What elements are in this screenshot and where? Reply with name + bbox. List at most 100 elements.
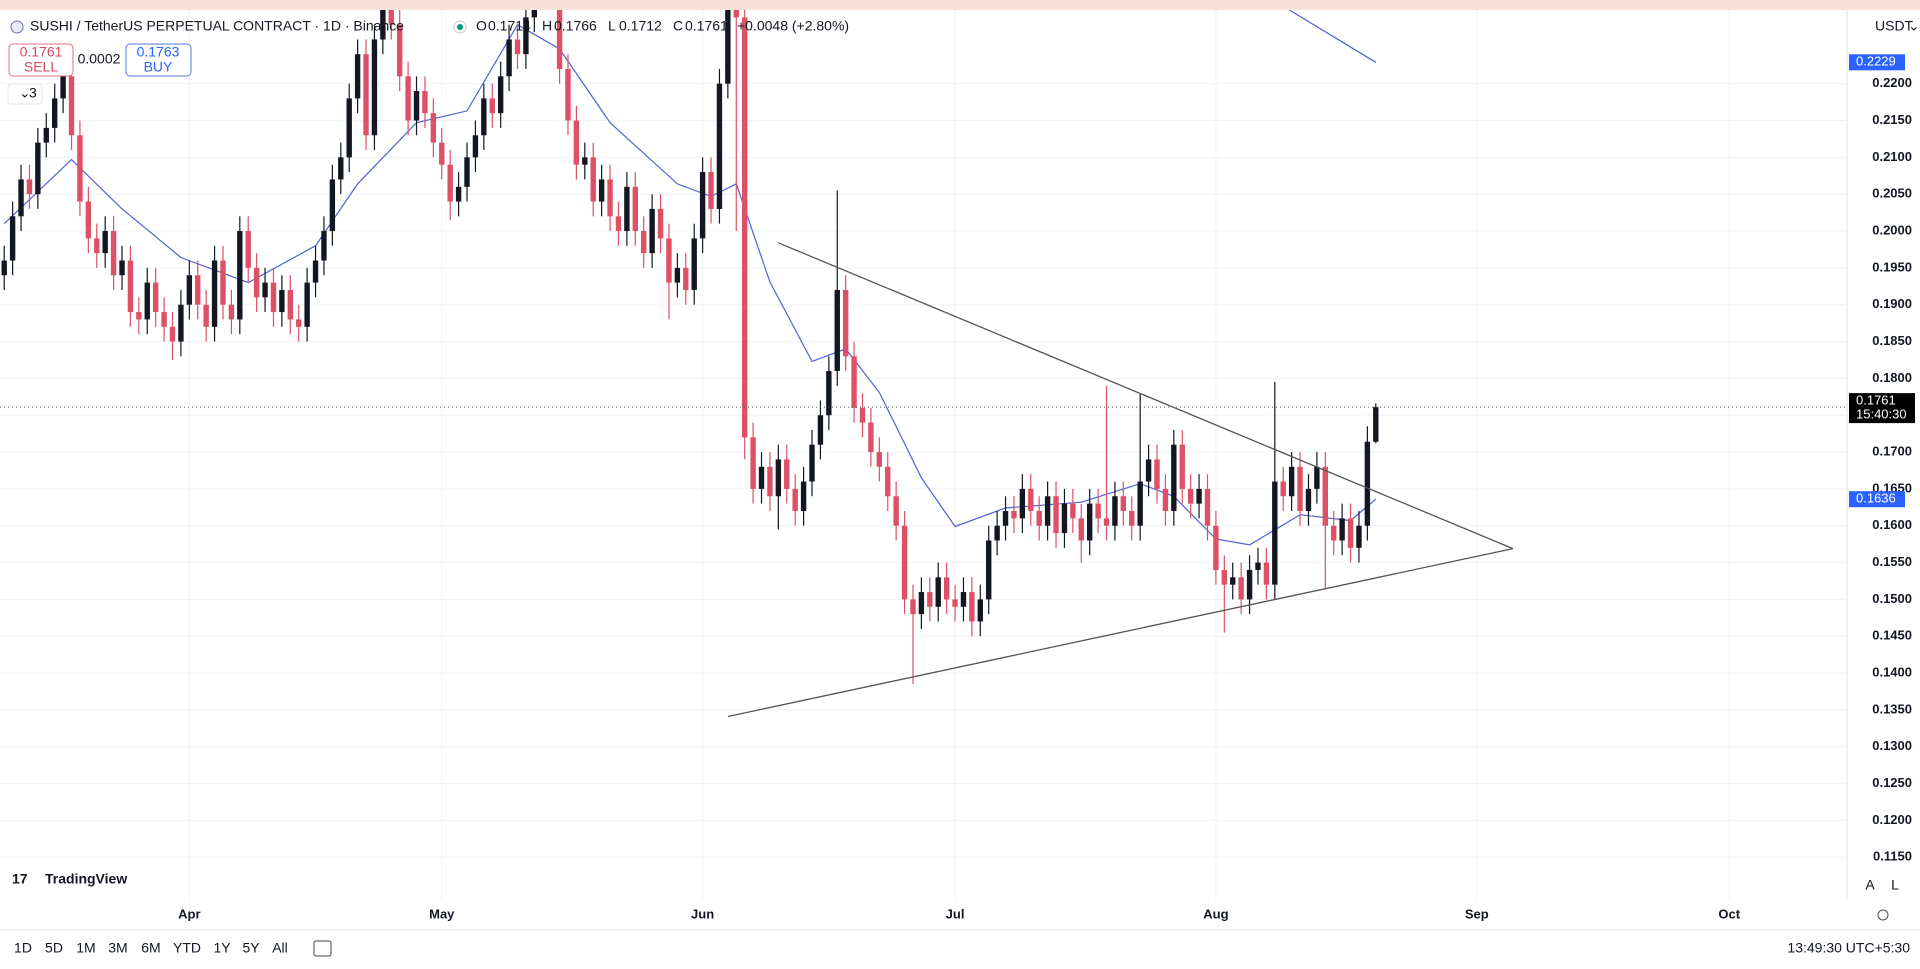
candle-body: [169, 326, 176, 342]
x-tick-label: May: [429, 906, 455, 921]
candle-body: [927, 592, 933, 607]
candle-body: [750, 437, 756, 489]
buy-button[interactable]: [125, 43, 192, 77]
candle-body: [943, 577, 950, 600]
candle-body: [422, 91, 428, 114]
range-button[interactable]: 1Y: [213, 940, 231, 956]
candle-body: [859, 407, 866, 423]
candle-body: [1103, 518, 1110, 526]
symbol-title[interactable]: SUSHI / TetherUS PERPETUAL CONTRACT · 1D…: [30, 18, 404, 34]
candle-body: [287, 289, 293, 320]
range-button[interactable]: 1D: [14, 940, 32, 956]
candle-body: [18, 179, 24, 217]
candle-body: [119, 260, 125, 276]
candle-body: [800, 481, 807, 511]
candle-body: [396, 24, 403, 77]
y-tick-label: 0.2050: [1872, 186, 1912, 201]
last-price-label: 0.1761: [1856, 393, 1896, 408]
candle-body: [60, 76, 66, 99]
candle-body: [1331, 525, 1337, 541]
ma-value-label: 0.2229: [1856, 54, 1896, 69]
y-tick-label: 0.1450: [1872, 628, 1912, 643]
candle-body: [918, 592, 925, 615]
range-button[interactable]: 3M: [108, 940, 127, 956]
sell-price: 0.1761: [20, 44, 63, 60]
ohlc-l: L: [608, 18, 616, 34]
candle-body: [1322, 466, 1328, 526]
candle-body: [1213, 525, 1219, 570]
symbol-icon: [10, 20, 24, 34]
y-tick-label: 0.2200: [1872, 75, 1912, 90]
candle-body: [556, 10, 563, 69]
candle-body: [1246, 569, 1253, 600]
candle-body: [582, 157, 588, 165]
candle-body: [262, 282, 268, 298]
status-dot: [457, 24, 463, 30]
y-tick-label: 0.1350: [1872, 701, 1912, 716]
range-button[interactable]: YTD: [173, 940, 201, 956]
candle-body: [523, 17, 529, 55]
candle-body: [1070, 503, 1076, 519]
candle-body: [1179, 444, 1185, 489]
y-tick-label: 0.1500: [1872, 591, 1912, 606]
candle-body: [380, 10, 386, 40]
ma-value-tag: [1849, 491, 1905, 508]
candle-body: [1263, 562, 1270, 585]
ohlc-h: H: [542, 18, 552, 34]
candle-body: [52, 98, 58, 128]
candle-body: [1162, 488, 1169, 511]
range-button[interactable]: 6M: [141, 940, 160, 956]
candle-body: [161, 312, 167, 327]
ohlc-h-value: 0.1766: [554, 18, 597, 34]
candle-body: [472, 135, 479, 158]
buy-price: 0.1763: [137, 44, 180, 60]
candle-body: [77, 135, 83, 202]
candle-body: [716, 83, 723, 209]
x-tick-label: Sep: [1465, 906, 1489, 921]
ma-value-label: 0.1636: [1856, 491, 1896, 506]
spread: 0.0002: [78, 51, 121, 67]
candle-body: [666, 238, 672, 283]
clock: 13:49:30 UTC+5:30: [1787, 940, 1910, 956]
candle-body: [363, 54, 369, 136]
candle-body: [279, 289, 285, 313]
candle-body: [893, 496, 899, 526]
candle-body: [489, 98, 495, 114]
candle-body: [439, 142, 445, 165]
y-tick-label: 0.1300: [1872, 738, 1912, 753]
candle-body: [1272, 481, 1278, 585]
y-tick-label: 0.1900: [1872, 296, 1912, 311]
log-scale[interactable]: L: [1891, 877, 1899, 893]
range-button[interactable]: 5Y: [242, 940, 260, 956]
candle-body: [657, 208, 664, 239]
candle-body: [245, 231, 251, 268]
ohlc-l-value: 0.1712: [619, 18, 662, 34]
candle-body: [1028, 488, 1034, 511]
settings-icon[interactable]: [1877, 909, 1889, 921]
indicator-toggle[interactable]: [7, 83, 43, 105]
candle-body: [329, 179, 336, 232]
candle-body: [110, 231, 117, 276]
candle-body: [952, 599, 958, 607]
auto-scale[interactable]: A: [1865, 877, 1875, 893]
candle-body: [691, 238, 697, 290]
sell-button[interactable]: [8, 43, 74, 77]
range-button[interactable]: All: [272, 940, 288, 956]
range-button[interactable]: 5D: [45, 940, 63, 956]
currency[interactable]: USDT: [1875, 18, 1914, 34]
y-tick-label: 0.2150: [1872, 112, 1912, 127]
candle-body: [253, 267, 260, 298]
candle-body: [506, 39, 512, 77]
candle-body: [464, 157, 470, 187]
candle-body: [1078, 518, 1084, 541]
candle-body: [1112, 496, 1118, 526]
candle-body: [767, 466, 773, 497]
date-range-icon[interactable]: [313, 940, 332, 957]
candle-body: [1196, 488, 1202, 504]
candle-body: [573, 120, 580, 165]
candle-body: [674, 267, 681, 283]
range-button[interactable]: 1M: [76, 940, 95, 956]
candle-body: [910, 599, 916, 615]
chevron: ⌄: [19, 85, 31, 101]
candle-body: [977, 599, 983, 622]
